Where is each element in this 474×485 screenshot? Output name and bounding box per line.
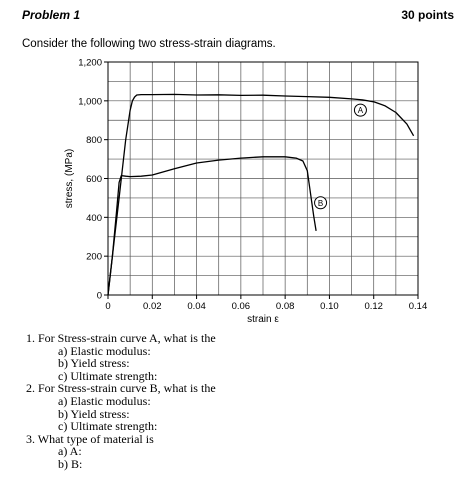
question-3b: b) B: (58, 456, 83, 471)
y-tick-label: 1,000 (78, 96, 102, 107)
series-line-b (107, 156, 317, 296)
x-axis-label: strain ε (247, 314, 279, 325)
x-tick-label: 0.14 (409, 301, 428, 312)
x-tick-label: 0.10 (320, 301, 339, 312)
question-3a: a) A: (58, 444, 82, 459)
y-tick-label: 400 (86, 213, 102, 224)
question-1b: b) Yield stress: (58, 356, 130, 371)
x-tick-label: 0.04 (187, 301, 206, 312)
problem-title: Problem 1 (22, 8, 81, 22)
x-tick-label: 0.06 (232, 301, 251, 312)
x-tick-label: 0 (105, 301, 110, 312)
question-2a: a) Elastic modulus: (58, 393, 151, 408)
points-label: 30 points (401, 8, 454, 22)
x-tick-label: 0.08 (276, 301, 295, 312)
y-tick-label: 200 (86, 252, 102, 263)
question-1c: c) Ultimate strength: (58, 368, 158, 383)
chart-annotations: AB (314, 103, 367, 210)
annotation-circle (314, 196, 328, 210)
x-tick-label: 0.02 (143, 301, 162, 312)
annotation-label: B (318, 199, 323, 208)
chart-grid (108, 62, 418, 295)
question-3: 3. What type of material is (26, 431, 154, 446)
y-tick-label: 800 (86, 135, 102, 146)
x-tick-label: 0.12 (364, 301, 383, 312)
y-tick-label: 1,200 (78, 58, 102, 69)
y-axis-label: stress, (MPa) (64, 149, 75, 208)
annotation-circle (353, 103, 367, 117)
intro-text: Consider the following two stress-strain… (22, 38, 276, 50)
question-2b: b) Yield stress: (58, 406, 130, 421)
question-2: 2. For Stress-strain curve B, what is th… (26, 381, 216, 396)
question-2c: c) Ultimate strength: (58, 419, 158, 434)
chart-series (107, 93, 415, 296)
y-tick-label: 0 (97, 291, 102, 302)
question-1: 1. For Stress-strain curve A, what is th… (26, 331, 216, 345)
questions-block: 1. For Stress-strain curve A, what is th… (26, 332, 216, 471)
x-tick-labels: 0 0.02 0.04 0.06 0.08 0.10 0.12 0.14 (105, 295, 427, 312)
stress-strain-chart: 0 200 400 600 800 1,000 1,200 0 0.02 0.04 0.06 0.0… (64, 58, 427, 326)
question-1a: a) Elastic modulus: (58, 343, 151, 358)
series-line-a (107, 93, 415, 296)
y-tick-labels: 0 200 400 600 800 1,000 1,200 (78, 58, 108, 302)
y-tick-label: 600 (86, 174, 102, 185)
annotation-label: A (358, 106, 364, 115)
